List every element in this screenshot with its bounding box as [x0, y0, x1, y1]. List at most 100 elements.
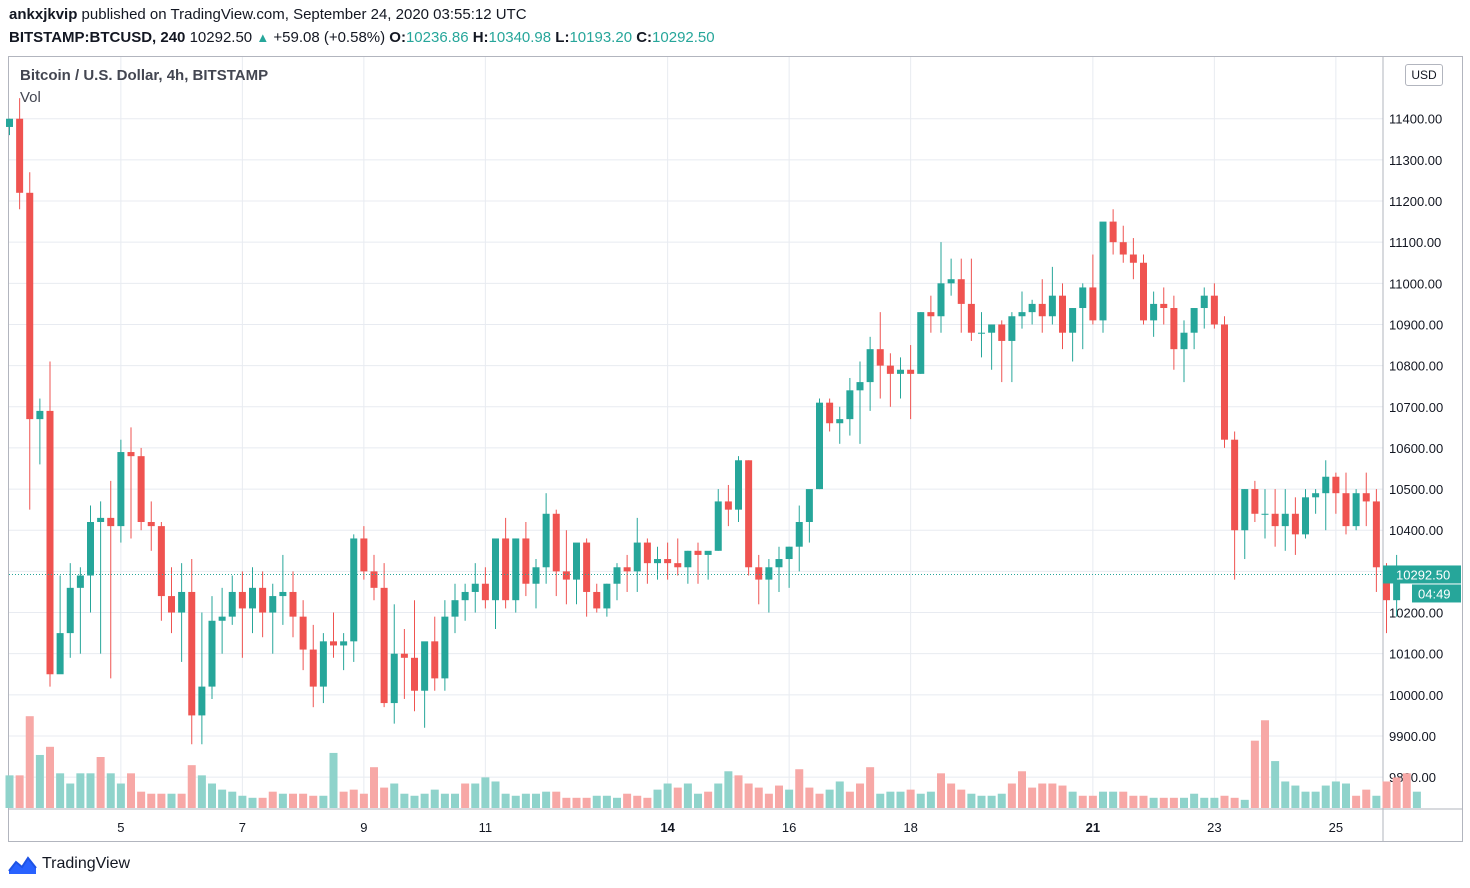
volume-bar: [218, 789, 227, 808]
volume-bar: [916, 793, 925, 808]
candle-body: [1038, 303, 1046, 317]
candle-body: [1059, 295, 1066, 333]
candle-body: [421, 641, 429, 691]
candle-body: [370, 571, 378, 588]
candle-body: [967, 303, 975, 333]
candle-body: [1312, 493, 1320, 498]
volume-bar: [309, 795, 318, 808]
candle-body: [46, 410, 54, 675]
volume-bar: [400, 793, 409, 808]
y-tick-label: 11100.00: [1389, 235, 1441, 250]
volume-bar: [1048, 783, 1057, 808]
candle-body: [360, 538, 368, 572]
volume-bar: [511, 795, 520, 808]
y-tick-label: 9800.00: [1389, 770, 1436, 785]
candle-body: [289, 591, 297, 617]
candle-body: [279, 591, 287, 597]
volume-bar: [299, 793, 308, 808]
open-label: O:: [389, 29, 406, 46]
volume-bar: [501, 793, 510, 808]
volume-bar: [856, 783, 864, 808]
candle-body: [573, 542, 580, 580]
candle-body: [26, 192, 34, 420]
y-tick-label: 11200.00: [1389, 194, 1442, 209]
volume-bar: [633, 795, 642, 808]
volume-bar: [359, 793, 368, 808]
candle-body: [127, 452, 135, 457]
volume-bar: [1200, 797, 1209, 808]
candle-body: [1251, 489, 1259, 514]
y-tick-label: 10200.00: [1389, 606, 1443, 621]
candle-body: [562, 571, 570, 580]
volume-bar: [775, 785, 783, 808]
currency-badge[interactable]: USD: [1405, 64, 1443, 86]
volume-bar: [805, 787, 814, 808]
volume-bar: [1028, 787, 1037, 808]
candle-body: [1393, 574, 1401, 601]
candle-body: [765, 567, 773, 580]
volume-bar: [491, 781, 500, 808]
volume-bar: [1109, 791, 1118, 808]
volume-bar: [187, 765, 196, 808]
volume-bar: [1169, 797, 1178, 808]
candle-body: [1018, 312, 1026, 317]
volume-bar: [66, 783, 75, 808]
volume-bar: [430, 789, 439, 808]
volume-bar: [1099, 791, 1107, 808]
volume-bar: [876, 793, 885, 808]
candle-body: [1210, 295, 1218, 325]
y-tick-label: 10800.00: [1389, 359, 1443, 374]
publisher-user[interactable]: ankxjkvip: [9, 6, 78, 23]
candle-body: [1200, 295, 1208, 309]
volume-bar: [1281, 781, 1290, 808]
candle-body: [400, 653, 408, 658]
candle-body: [319, 641, 327, 687]
close-value: 10292.50: [652, 29, 715, 46]
candle-body: [16, 118, 24, 193]
candle-body: [724, 501, 732, 510]
volume-bar: [1038, 783, 1047, 808]
volume-bar: [1240, 799, 1249, 808]
candle-body: [481, 583, 489, 601]
publish-info: ankxjkvip published on TradingView.com, …: [9, 6, 527, 23]
volume-bar: [451, 793, 459, 808]
tradingview-logo[interactable]: TradingView: [8, 853, 130, 875]
volume-bar: [268, 791, 277, 808]
volume-bar: [744, 783, 753, 808]
volume-bar: [137, 791, 146, 808]
volume-bar: [663, 783, 672, 808]
volume-bar: [15, 775, 24, 808]
volume-bar: [1159, 797, 1168, 808]
candle-body: [664, 559, 672, 564]
y-tick-label: 10000.00: [1389, 688, 1443, 703]
price-tag: 10292.50: [1396, 567, 1450, 582]
volume-bar: [754, 787, 763, 808]
candle-body: [66, 587, 74, 634]
candle-body: [684, 550, 692, 568]
volume-bar: [582, 797, 591, 808]
x-tick-label: 18: [903, 820, 917, 835]
volume-bar: [440, 793, 449, 808]
candle-body: [694, 550, 702, 555]
volume-bar: [420, 793, 429, 808]
candle-body: [552, 513, 560, 572]
volume-bar: [866, 767, 875, 808]
volume-bar: [997, 793, 1006, 808]
volume-bar: [1352, 795, 1361, 808]
candle-body: [633, 542, 641, 572]
volume-bar: [623, 793, 632, 808]
volume-bar: [795, 769, 804, 808]
volume-bar: [947, 783, 956, 808]
publish-text: published on TradingView.com, September …: [81, 6, 527, 23]
low-label: L:: [555, 29, 570, 46]
x-tick-label: 16: [782, 820, 796, 835]
candle-body: [1221, 324, 1228, 440]
volume-bar: [238, 795, 247, 808]
candle-body: [1302, 497, 1309, 535]
candle-body: [1089, 287, 1097, 321]
symbol-label: BITSTAMP:BTCUSD, 240: [9, 29, 186, 46]
candle-body: [1008, 316, 1016, 341]
candle-body: [340, 641, 348, 646]
x-tick-label: 21: [1086, 820, 1100, 835]
